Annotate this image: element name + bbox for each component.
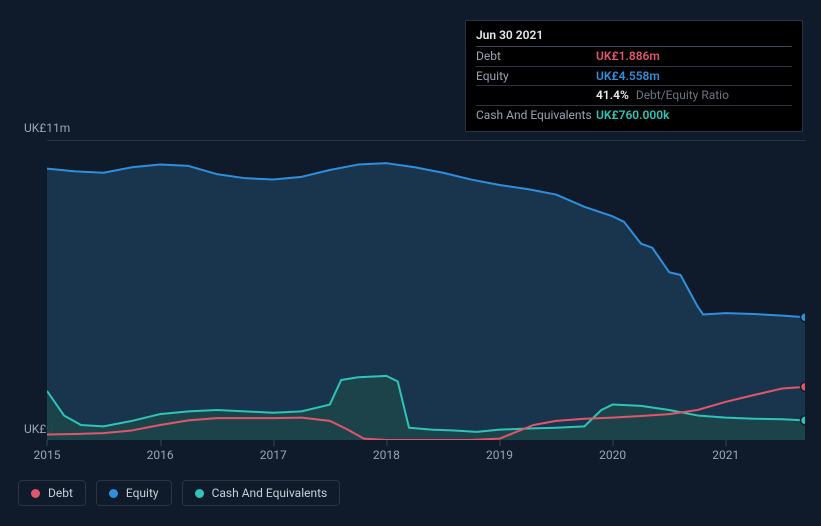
tooltip-row-value: UK£4.558m <box>596 68 660 85</box>
x-axis-tick: 2021 <box>712 448 739 462</box>
tooltip-date: Jun 30 2021 <box>476 27 792 46</box>
tooltip-row-sublabel: Debt/Equity Ratio <box>633 88 729 102</box>
legend-item-debt[interactable]: Debt <box>18 480 86 506</box>
legend-item-label: Cash And Equivalents <box>212 486 328 500</box>
legend-dot-icon <box>195 489 204 498</box>
tooltip-row-value: UK£760.000k <box>596 107 669 124</box>
tooltip-row-value: UK£1.886m <box>596 48 660 65</box>
x-axis-tick: 2015 <box>34 448 61 462</box>
x-axis-tick: 2016 <box>147 448 174 462</box>
legend-item-label: Equity <box>126 486 159 500</box>
x-axis-tick: 2019 <box>486 448 513 462</box>
y-axis-max-label: UK£11m <box>24 121 70 135</box>
tooltip-row: DebtUK£1.886m <box>476 46 792 66</box>
legend-dot-icon <box>109 489 118 498</box>
tooltip-row-label: Equity <box>476 68 596 85</box>
tooltip-row-label: Debt <box>476 48 596 65</box>
tooltip-row-value: 41.4% Debt/Equity Ratio <box>596 87 729 104</box>
chart-svg <box>47 140 805 440</box>
chart-tooltip: Jun 30 2021 DebtUK£1.886mEquityUK£4.558m… <box>465 20 803 132</box>
legend-item-cash[interactable]: Cash And Equivalents <box>182 480 341 506</box>
legend-item-equity[interactable]: Equity <box>96 480 172 506</box>
x-axis-tick: 2020 <box>599 448 626 462</box>
tooltip-row-label: Cash And Equivalents <box>476 107 596 124</box>
x-axis: 2015201620172018201920202021 <box>47 446 805 466</box>
tooltip-row: 41.4% Debt/Equity Ratio <box>476 85 792 105</box>
tooltip-row: Cash And EquivalentsUK£760.000k <box>476 105 792 125</box>
legend-item-label: Debt <box>48 486 73 500</box>
chart-legend: Debt Equity Cash And Equivalents <box>18 480 340 506</box>
tooltip-row-label <box>476 87 596 104</box>
tooltip-row: EquityUK£4.558m <box>476 66 792 86</box>
x-axis-tick: 2018 <box>373 448 400 462</box>
main-chart <box>47 140 805 440</box>
x-axis-tick: 2017 <box>260 448 287 462</box>
legend-dot-icon <box>31 489 40 498</box>
